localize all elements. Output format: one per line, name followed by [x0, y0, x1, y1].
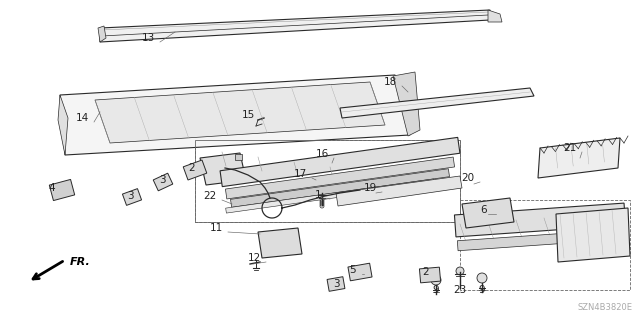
Polygon shape	[393, 72, 420, 136]
Polygon shape	[98, 26, 106, 42]
Circle shape	[477, 203, 495, 221]
Text: 12: 12	[248, 253, 260, 263]
Text: 2: 2	[189, 163, 195, 173]
Text: SZN4B3820E: SZN4B3820E	[577, 303, 632, 312]
Polygon shape	[234, 154, 241, 160]
Circle shape	[208, 162, 224, 178]
Text: 3: 3	[159, 175, 165, 185]
Circle shape	[431, 275, 441, 285]
Polygon shape	[153, 173, 173, 191]
Circle shape	[477, 273, 487, 283]
Polygon shape	[100, 10, 490, 42]
Polygon shape	[462, 198, 514, 228]
Text: 20: 20	[461, 173, 475, 183]
Text: 19: 19	[364, 183, 376, 193]
Text: 3: 3	[333, 279, 339, 289]
Polygon shape	[488, 10, 502, 22]
Text: 15: 15	[241, 110, 255, 120]
Polygon shape	[327, 277, 345, 291]
Text: 23: 23	[453, 285, 467, 295]
Circle shape	[284, 234, 296, 246]
Text: 4: 4	[49, 183, 55, 193]
Text: 22: 22	[204, 191, 216, 201]
Polygon shape	[60, 75, 410, 155]
Polygon shape	[200, 153, 246, 185]
Polygon shape	[258, 228, 302, 258]
Text: FR.: FR.	[70, 257, 91, 267]
Polygon shape	[336, 176, 462, 206]
Polygon shape	[419, 267, 440, 283]
Polygon shape	[226, 179, 435, 213]
Text: 17: 17	[293, 169, 307, 179]
Text: 16: 16	[316, 149, 328, 159]
Polygon shape	[122, 188, 141, 205]
Polygon shape	[556, 208, 630, 262]
Circle shape	[336, 107, 348, 119]
Text: 14: 14	[76, 113, 88, 123]
Polygon shape	[95, 82, 385, 143]
Polygon shape	[225, 157, 454, 199]
Polygon shape	[340, 88, 534, 118]
Text: 5: 5	[349, 265, 355, 275]
Polygon shape	[458, 229, 623, 251]
Circle shape	[456, 267, 464, 275]
Text: 6: 6	[481, 205, 487, 215]
Polygon shape	[49, 180, 75, 201]
Polygon shape	[58, 95, 68, 155]
Circle shape	[263, 233, 281, 251]
Circle shape	[482, 208, 490, 216]
Text: 11: 11	[209, 223, 223, 233]
Polygon shape	[348, 263, 372, 281]
Text: 13: 13	[141, 33, 155, 43]
Polygon shape	[454, 203, 625, 237]
Text: 2: 2	[422, 267, 429, 277]
Text: 3: 3	[127, 191, 133, 201]
Polygon shape	[183, 160, 207, 180]
Circle shape	[222, 161, 234, 173]
Text: 9: 9	[433, 285, 439, 295]
Text: 21: 21	[563, 143, 577, 153]
Text: 1: 1	[315, 190, 321, 200]
Text: 18: 18	[383, 77, 397, 87]
Circle shape	[268, 238, 276, 246]
Polygon shape	[230, 169, 449, 207]
Polygon shape	[538, 138, 620, 178]
Text: 9: 9	[479, 285, 485, 295]
Polygon shape	[234, 169, 241, 175]
Polygon shape	[220, 137, 460, 187]
